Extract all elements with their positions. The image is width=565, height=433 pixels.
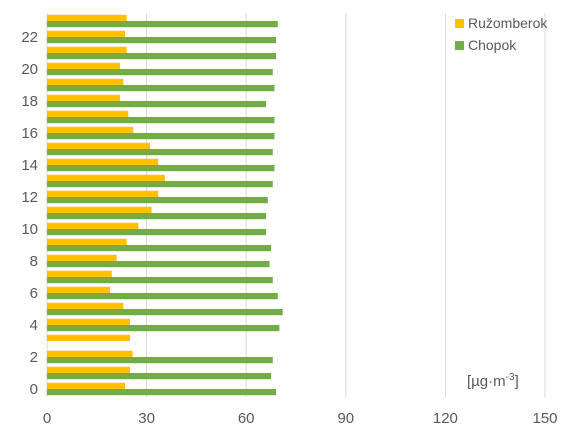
unit-close: ] [515,373,519,390]
bar-ru-omberok-1 [47,366,130,373]
x-tick-label-60: 60 [238,410,255,427]
bar-chopok-14 [47,165,275,172]
bar-ru-omberok-18 [47,94,121,101]
bar-chopok-15 [47,149,273,156]
bar-chopok-4 [47,325,280,332]
bar-chopok-8 [47,261,270,268]
bar-chopok-5 [47,309,283,316]
x-tick-label-120: 120 [433,410,458,427]
unit-label: [µg·m-3] [467,372,519,390]
bar-ru-omberok-0 [47,382,126,389]
bar-ru-omberok-4 [47,318,130,325]
legend: Ružomberok Chopok [455,15,548,53]
bar-chopok-20 [47,69,273,76]
y-tick-label-10: 10 [21,221,38,238]
bar-chopok-22 [47,37,277,44]
bar-ru-omberok-9 [47,238,127,245]
bar-ru-omberok-19 [47,78,124,85]
bar-ru-omberok-13 [47,174,165,181]
bar-ru-omberok-12 [47,190,159,197]
y-tick-label-22: 22 [21,29,38,46]
bar-ru-omberok-11 [47,206,152,213]
x-tick-label-90: 90 [337,410,354,427]
bar-chopok-19 [47,85,275,92]
y-tick-label-8: 8 [30,253,38,270]
unit-text: [µg·m [467,373,506,390]
bar-ru-omberok-8 [47,254,117,261]
bar-ru-omberok-20 [47,62,121,69]
bar-chopok-0 [47,389,277,396]
unit-superscript: -3 [506,372,515,383]
y-tick-label-12: 12 [21,189,38,206]
bar-chopok-16 [47,133,275,140]
bar-chopok-17 [47,117,275,124]
x-tick-label-30: 30 [138,410,155,427]
legend-swatch-chopok [455,41,464,50]
y-tick-label-18: 18 [21,93,38,110]
bar-chopok-6 [47,293,278,300]
bar-chopok-21 [47,53,277,60]
y-tick-label-0: 0 [30,381,38,398]
y-tick-label-6: 6 [30,285,38,302]
bar-ru-omberok-14 [47,158,159,165]
x-axis-ticks: 0 30 60 90 120 150 [43,410,558,427]
bar-ru-omberok-3 [47,334,130,341]
bar-ru-omberok-16 [47,126,134,133]
y-tick-label-4: 4 [30,317,38,334]
bar-chopok-11 [47,213,267,220]
bar-ru-omberok-5 [47,302,124,309]
bar-chopok-23 [47,21,278,28]
bar-ru-omberok-22 [47,30,126,37]
legend-swatch-ru-omberok [455,19,464,28]
bar-ru-omberok-17 [47,110,129,117]
bar-chopok-9 [47,245,272,252]
bar-chopok-1 [47,373,272,380]
legend-label-chopok: Chopok [468,37,517,53]
bar-ru-omberok-2 [47,350,133,357]
bar-chopok-18 [47,101,267,108]
bar-ru-omberok-7 [47,270,112,277]
y-axis-ticks: 0 2 4 6 8 10 12 14 16 18 20 22 [21,29,38,398]
bar-ru-omberok-10 [47,222,139,229]
y-tick-label-14: 14 [21,157,38,174]
bar-ru-omberok-15 [47,142,150,149]
bar-chopok-7 [47,277,273,284]
gridlines [46,13,546,397]
bar-chopok-10 [47,229,267,236]
bar-chopok-13 [47,181,273,188]
y-tick-label-20: 20 [21,61,38,78]
bar-ru-omberok-21 [47,46,127,53]
bars [47,14,283,396]
legend-label-ru-omberok: Ružomberok [468,15,548,31]
bar-chopok-12 [47,197,268,204]
y-tick-label-16: 16 [21,125,38,142]
bar-ru-omberok-6 [47,286,111,293]
y-tick-label-2: 2 [30,349,38,366]
bar-chopok-2 [47,357,273,364]
bar-ru-omberok-23 [47,14,127,21]
x-tick-label-0: 0 [43,410,51,427]
x-tick-label-150: 150 [532,410,557,427]
